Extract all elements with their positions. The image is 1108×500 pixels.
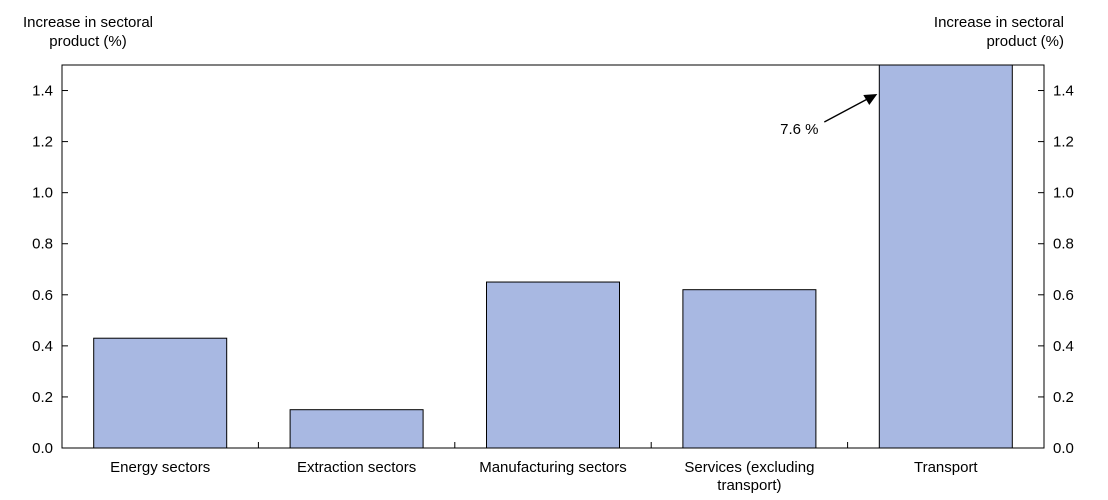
x-tick-label: transport): [717, 477, 781, 494]
y-tick-label-left: 0.4: [32, 338, 53, 355]
y-tick-label-left: 0.2: [32, 389, 53, 406]
y-axis-label-left: Increase in sectoral product (%): [22, 14, 154, 50]
annotation-arrow-head: [863, 94, 878, 105]
bar: [93, 337, 228, 449]
y-tick-label-left: 0.8: [32, 236, 53, 253]
y-tick-label-right: 0.0: [1053, 440, 1074, 457]
bar: [879, 65, 1013, 448]
data-label-transport: 7.6 %: [780, 121, 818, 138]
bar: [289, 409, 424, 449]
x-tick-label: Extraction sectors: [297, 459, 416, 476]
y-tick-label-right: 0.2: [1053, 389, 1074, 406]
x-tick-label: Energy sectors: [110, 459, 210, 476]
y-tick-label-left: 1.0: [32, 185, 53, 202]
y-tick-label-left: 1.4: [32, 83, 53, 100]
y-tick-label-right: 0.8: [1053, 236, 1074, 253]
y-tick-label-left: 0.6: [32, 287, 53, 304]
y-tick-label-right: 1.0: [1053, 185, 1074, 202]
y-tick-label-right: 1.2: [1053, 134, 1074, 151]
y-tick-label-left: 1.2: [32, 134, 53, 151]
plot-frame: [61, 64, 1045, 449]
x-tick-label: Manufacturing sectors: [479, 459, 627, 476]
bar: [682, 289, 817, 449]
y-tick-label-right: 1.4: [1053, 83, 1074, 100]
y-tick-label-right: 0.4: [1053, 338, 1074, 355]
y-tick-label-left: 0.0: [32, 440, 53, 457]
y-axis-label-right: Increase in sectoral product (%): [933, 14, 1064, 50]
x-tick-label: Transport: [914, 459, 978, 476]
y-tick-label-right: 0.6: [1053, 287, 1074, 304]
bar: [486, 281, 620, 449]
annotation-arrow-line: [823, 97, 870, 123]
x-tick-label: Services (excluding: [684, 459, 814, 476]
